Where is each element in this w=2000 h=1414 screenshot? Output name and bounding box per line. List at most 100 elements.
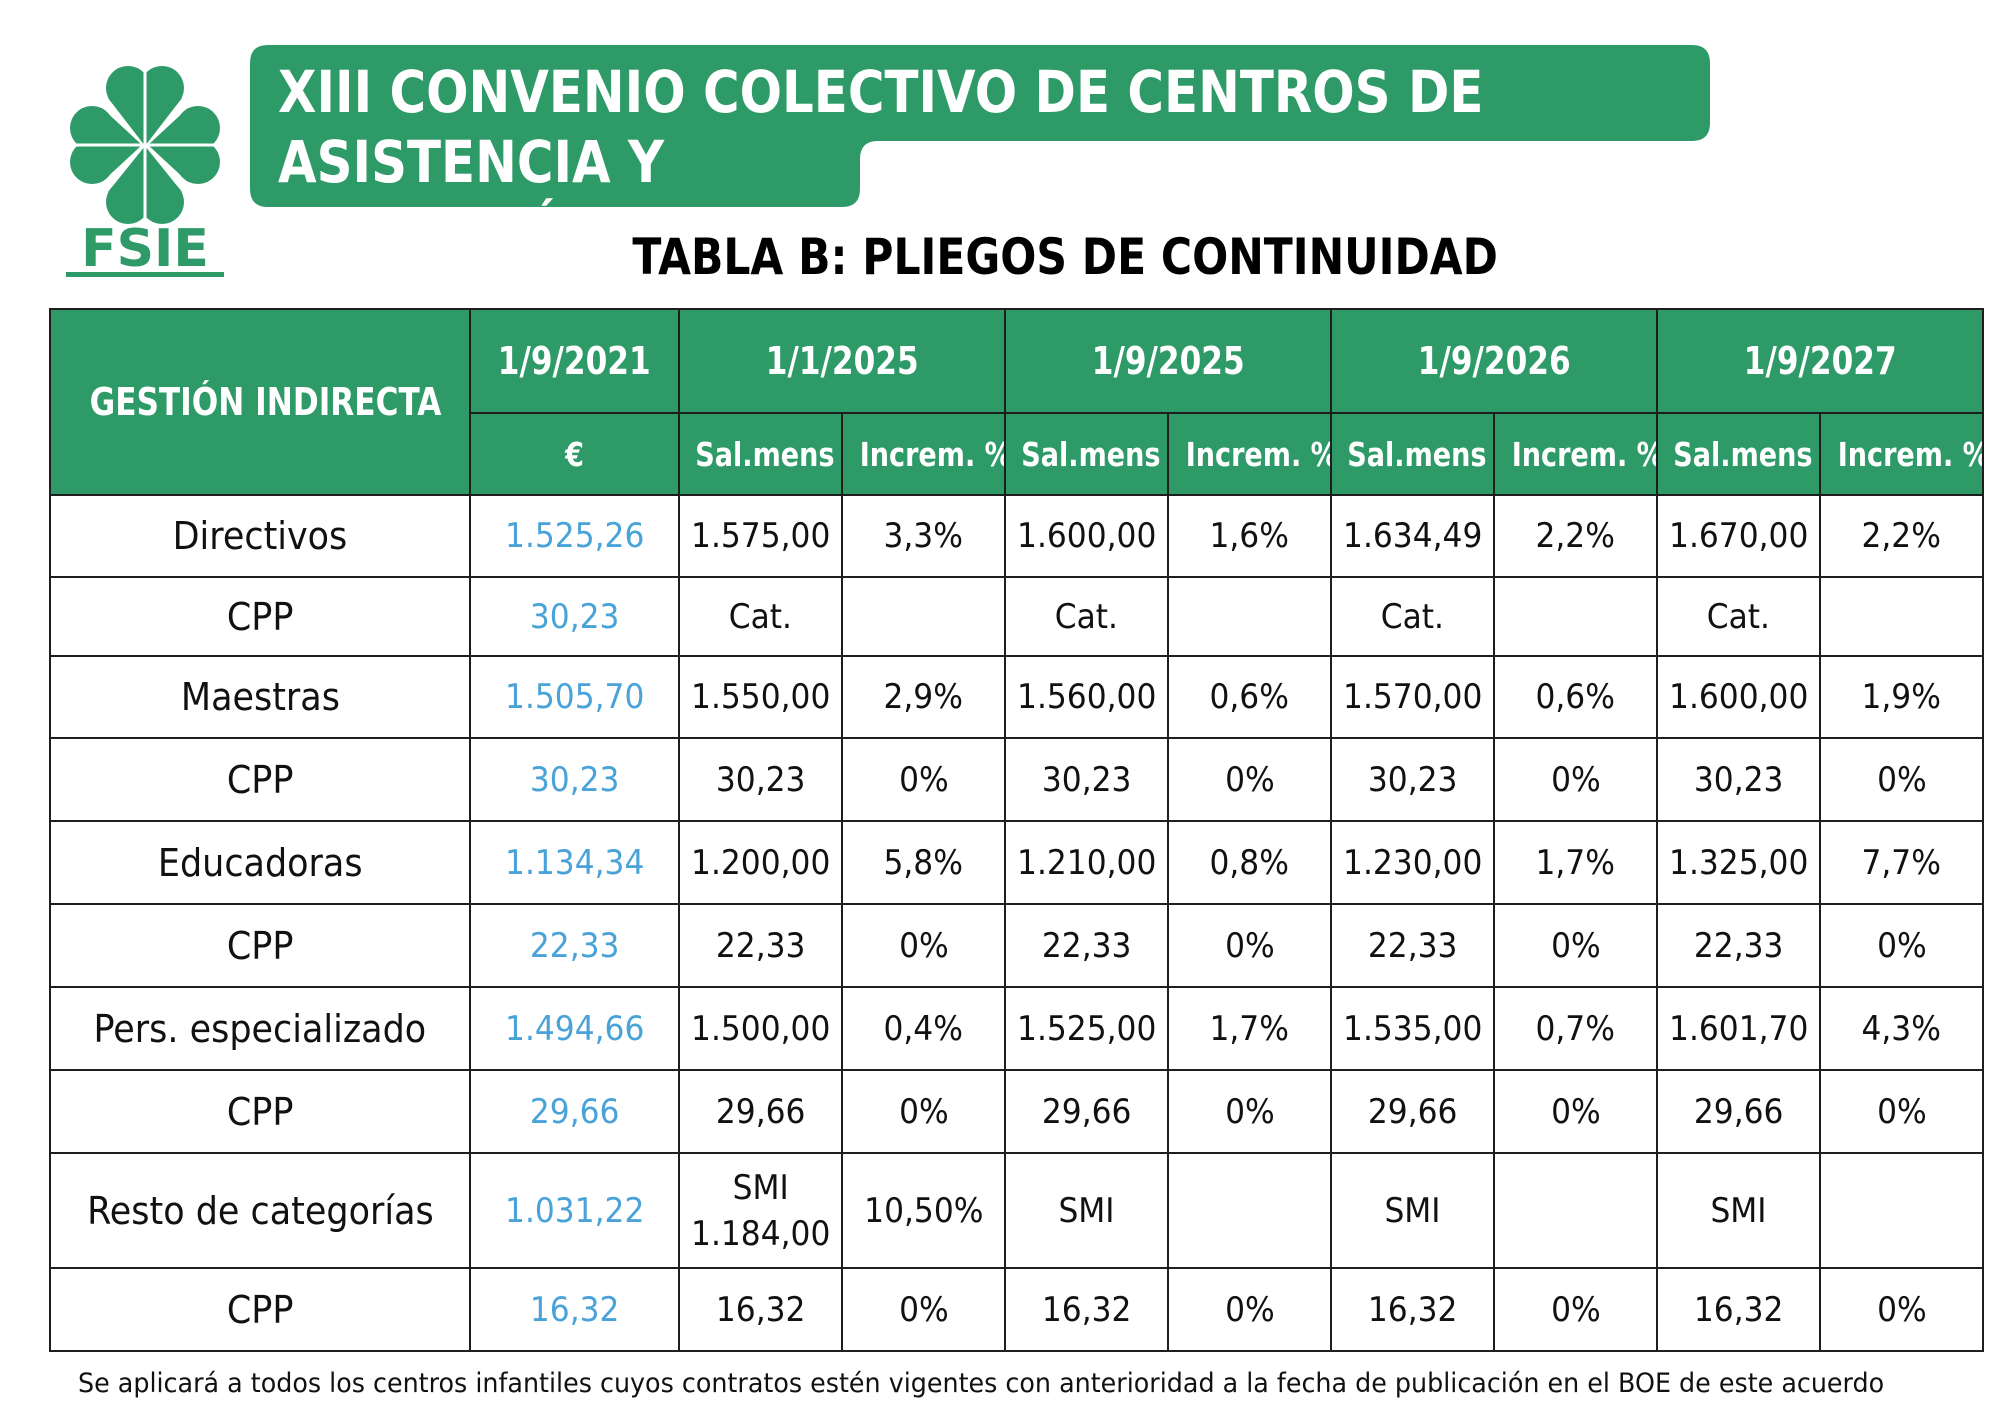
salary-cell: Cat. xyxy=(678,576,843,657)
increment-cell: 5,8% xyxy=(841,820,1006,905)
row-label: Pers. especializado xyxy=(49,986,471,1071)
increment-cell xyxy=(1167,1152,1332,1269)
increment-cell: 0,6% xyxy=(1493,655,1658,739)
salary-cell: 30,23 xyxy=(1330,737,1495,822)
table-row: Maestras 1.505,70 1.550,00 2,9% 1.560,00 0,6%… xyxy=(49,655,1984,739)
salary-cell: 1.600,00 xyxy=(1004,494,1169,578)
base-salary-cell: 1.031,22 xyxy=(469,1152,680,1269)
row-label: Educadoras xyxy=(49,820,471,905)
increment-cell: 1,6% xyxy=(1167,494,1332,578)
salary-cell: 29,66 xyxy=(1004,1069,1169,1154)
increment-cell: 0% xyxy=(841,1267,1006,1352)
increment-cell: 0,4% xyxy=(841,986,1006,1071)
row-label: Resto de categorías xyxy=(49,1152,471,1269)
table-row: CPP 30,23 30,23 0% 30,23 0% 30,23 0% 30,23 0% xyxy=(49,737,1984,822)
salary-cell: 1.670,00 xyxy=(1656,494,1821,578)
salary-cell: 29,66 xyxy=(1330,1069,1495,1154)
base-salary-cell: 16,32 xyxy=(469,1267,680,1352)
increment-cell: 2,9% xyxy=(841,655,1006,739)
increment-cell: 0% xyxy=(1167,903,1332,988)
period-header: 1/9/2027 xyxy=(1656,308,1984,414)
salary-cell: 1.325,00 xyxy=(1656,820,1821,905)
salary-subheader: Sal.mens xyxy=(1004,412,1169,496)
salary-cell: 16,32 xyxy=(1656,1267,1821,1352)
salary-cell: 29,66 xyxy=(1656,1069,1821,1154)
salary-cell: 1.230,00 xyxy=(1330,820,1495,905)
salary-cell: Cat. xyxy=(1656,576,1821,657)
increment-cell: 0% xyxy=(1819,903,1984,988)
salary-cell: 22,33 xyxy=(1656,903,1821,988)
period-header: 1/9/2026 xyxy=(1330,308,1658,414)
increment-cell: 4,3% xyxy=(1819,986,1984,1071)
row-label: CPP xyxy=(49,1267,471,1352)
header-row-dates: GESTIÓN INDIRECTA 1/9/2021 1/1/2025 1/9/… xyxy=(49,308,1984,496)
increment-subheader: Increm. % xyxy=(1493,412,1658,496)
salary-cell: 16,32 xyxy=(678,1267,843,1352)
increment-cell: 0% xyxy=(1819,737,1984,822)
row-label: CPP xyxy=(49,1069,471,1154)
base-salary-cell: 1.525,26 xyxy=(469,494,680,578)
salary-cell: 1.634,49 xyxy=(1330,494,1495,578)
table-row: Pers. especializado 1.494,66 1.500,00 0,4% 1… xyxy=(49,986,1984,1071)
table-row: Directivos 1.525,26 1.575,00 3,3% 1.600,00 1,… xyxy=(49,494,1984,578)
salary-cell: 30,23 xyxy=(1004,737,1169,822)
increment-cell: 3,3% xyxy=(841,494,1006,578)
document-title: XIII CONVENIO COLECTIVO DE CENTROS DE AS… xyxy=(278,58,1484,266)
salary-cell: Cat. xyxy=(1004,576,1169,657)
table-row: CPP 29,66 29,66 0% 29,66 0% 29,66 0% 29,66 0% xyxy=(49,1069,1984,1154)
base-salary-cell: 29,66 xyxy=(469,1069,680,1154)
salary-cell: 1.525,00 xyxy=(1004,986,1169,1071)
salary-cell: 16,32 xyxy=(1330,1267,1495,1352)
increment-cell: 2,2% xyxy=(1819,494,1984,578)
increment-cell: 7,7% xyxy=(1819,820,1984,905)
title-banner: XIII CONVENIO COLECTIVO DE CENTROS DE AS… xyxy=(250,45,1710,266)
salary-cell: 30,23 xyxy=(678,737,843,822)
salary-cell: 1.210,00 xyxy=(1004,820,1169,905)
increment-subheader: Increm. % xyxy=(1167,412,1332,496)
table-subtitle: TABLA B: PLIEGOS DE CONTINUIDAD xyxy=(632,228,1498,286)
header-row-subheaders: € Sal.mens Increm. % Sal.mens Increm. % … xyxy=(50,412,1984,496)
salary-cell: 1.570,00 xyxy=(1330,655,1495,739)
salary-cell: 16,32 xyxy=(1004,1267,1169,1352)
footnote: Se aplicará a todos los centros infantil… xyxy=(78,1368,1885,1399)
increment-cell xyxy=(1493,1152,1658,1269)
increment-cell: 0% xyxy=(841,903,1006,988)
increment-cell: 1,7% xyxy=(1493,820,1658,905)
salary-cell: 22,33 xyxy=(1330,903,1495,988)
period-header: 1/9/2025 xyxy=(1004,308,1332,414)
increment-cell: 0,8% xyxy=(1167,820,1332,905)
salary-cell: 1.560,00 xyxy=(1004,655,1169,739)
salary-cell: 1.500,00 xyxy=(678,986,843,1071)
row-label: Directivos xyxy=(49,494,471,578)
increment-cell: 0% xyxy=(1167,737,1332,822)
salary-cell: 1.600,00 xyxy=(1656,655,1821,739)
salary-table: GESTIÓN INDIRECTA 1/9/2021 1/1/2025 1/9/… xyxy=(49,308,1984,1352)
increment-cell: 0% xyxy=(1493,1267,1658,1352)
increment-cell: 0,7% xyxy=(1493,986,1658,1071)
clover-icon: FSIE xyxy=(66,66,224,278)
increment-cell: 1,9% xyxy=(1819,655,1984,739)
period-header: 1/1/2025 xyxy=(678,308,1006,414)
base-unit-header: € xyxy=(469,412,680,496)
salary-cell: 1.535,00 xyxy=(1330,986,1495,1071)
corner-header: GESTIÓN INDIRECTA xyxy=(49,308,471,496)
base-date-header: 1/9/2021 xyxy=(469,308,680,414)
increment-subheader: Increm. % xyxy=(1819,412,1984,496)
salary-cell: 22,33 xyxy=(1004,903,1169,988)
salary-subheader: Sal.mens xyxy=(1330,412,1495,496)
increment-cell: 0% xyxy=(841,737,1006,822)
increment-cell xyxy=(1819,576,1984,657)
increment-cell xyxy=(1819,1152,1984,1269)
increment-cell xyxy=(1493,576,1658,657)
table-body: Directivos 1.525,26 1.575,00 3,3% 1.600,00 1,… xyxy=(49,494,1984,1352)
base-salary-cell: 1.494,66 xyxy=(469,986,680,1071)
table-row: CPP 30,23 Cat. Cat. Cat. Cat. xyxy=(49,576,1984,657)
increment-subheader: Increm. % xyxy=(841,412,1006,496)
increment-cell: 0% xyxy=(1167,1267,1332,1352)
base-salary-cell: 30,23 xyxy=(469,576,680,657)
increment-cell: 0% xyxy=(1493,1069,1658,1154)
salary-cell: Cat. xyxy=(1330,576,1495,657)
salary-cell: SMI xyxy=(1004,1152,1169,1269)
increment-cell: 1,7% xyxy=(1167,986,1332,1071)
logo-text: FSIE xyxy=(81,219,209,278)
